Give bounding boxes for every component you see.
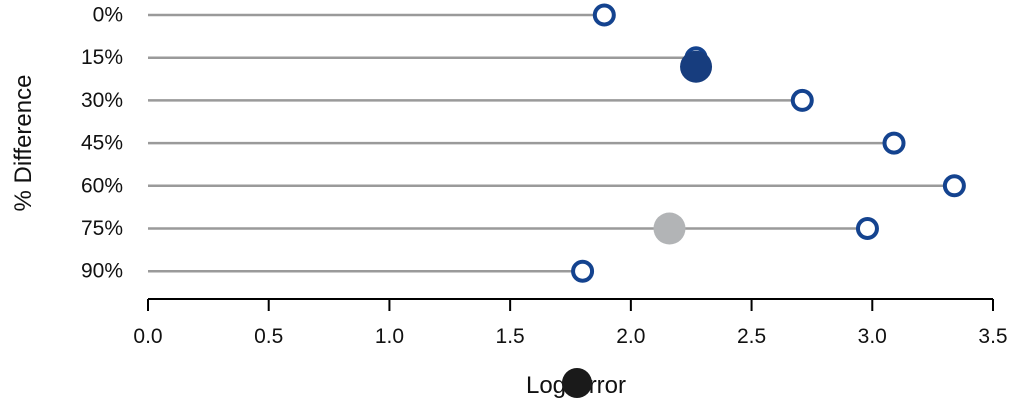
x-tick-label: 0.0 bbox=[133, 325, 162, 348]
category-label: 30% bbox=[81, 89, 123, 112]
markers-group bbox=[571, 3, 966, 283]
data-point bbox=[571, 259, 595, 283]
y-axis-title: % Difference bbox=[10, 75, 37, 212]
category-label: 15% bbox=[81, 46, 123, 69]
highlight-dot bbox=[653, 212, 686, 245]
category-label: 45% bbox=[81, 132, 123, 155]
x-tick-label: 0.5 bbox=[254, 325, 283, 348]
data-point bbox=[942, 174, 966, 198]
overlay-dot bbox=[562, 368, 592, 398]
x-tick-label: 3.0 bbox=[858, 325, 887, 348]
x-tick-label: 3.5 bbox=[978, 325, 1007, 348]
x-tick-label: 2.5 bbox=[737, 325, 766, 348]
data-point bbox=[855, 217, 879, 240]
highlight-dot bbox=[680, 50, 713, 83]
category-label: 75% bbox=[81, 217, 123, 240]
data-point bbox=[790, 88, 814, 112]
x-tick-label: 1.5 bbox=[496, 325, 525, 348]
category-labels: 0% 15% 30% 45% 60% 75% 90% bbox=[81, 4, 123, 283]
data-point bbox=[592, 3, 616, 27]
x-axis: 0.0 0.5 1.0 1.5 2.0 2.5 3.0 3.5 bbox=[133, 298, 1008, 348]
stems-group bbox=[148, 13, 955, 273]
x-tick-label: 1.0 bbox=[375, 325, 404, 348]
category-label: 60% bbox=[81, 174, 123, 197]
category-label: 90% bbox=[81, 260, 123, 283]
data-point bbox=[882, 131, 906, 155]
category-label: 0% bbox=[93, 4, 123, 27]
x-tick-label: 2.0 bbox=[616, 325, 645, 348]
